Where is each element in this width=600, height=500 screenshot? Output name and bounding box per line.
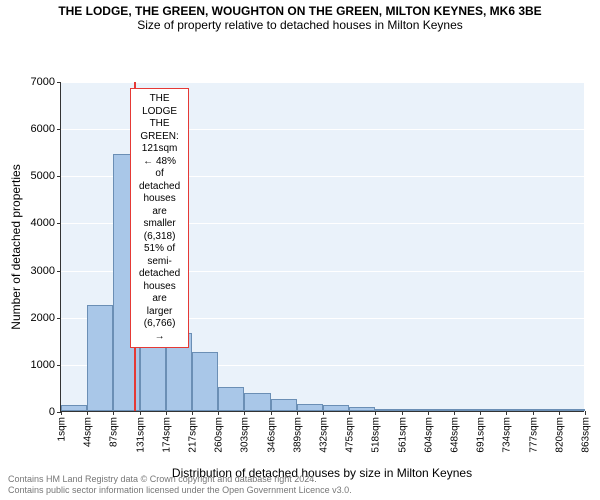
histogram-bar <box>559 409 585 411</box>
x-tick-label: 303sqm <box>238 417 251 453</box>
x-tick-label: 604sqm <box>421 417 434 453</box>
footer-line: Contains HM Land Registry data © Crown c… <box>8 474 352 485</box>
y-tick-label: 4000 <box>31 217 61 229</box>
x-tick-mark <box>454 411 455 415</box>
x-tick-mark <box>271 411 272 415</box>
x-tick-label: 734sqm <box>500 417 513 453</box>
y-tick-label: 5000 <box>31 170 61 182</box>
y-tick-label: 6000 <box>31 123 61 135</box>
x-tick-mark <box>244 411 245 415</box>
callout-line: ← 48% of detached houses are smaller (6,… <box>139 156 180 244</box>
y-tick-label: 7000 <box>31 76 61 88</box>
x-tick-label: 174sqm <box>159 417 172 453</box>
x-tick-mark <box>192 411 193 415</box>
x-tick-label: 131sqm <box>133 417 146 453</box>
x-tick-label: 691sqm <box>474 417 487 453</box>
x-tick-mark <box>349 411 350 415</box>
x-tick-label: 346sqm <box>264 417 277 453</box>
x-tick-label: 87sqm <box>107 417 120 447</box>
histogram-bar <box>61 405 87 411</box>
histogram-bar <box>218 387 244 411</box>
x-tick-label: 518sqm <box>369 417 382 453</box>
x-tick-label: 777sqm <box>526 417 539 453</box>
x-tick-label: 561sqm <box>395 417 408 453</box>
x-tick-label: 44sqm <box>81 417 94 447</box>
histogram-bar <box>428 409 454 411</box>
histogram-bar <box>297 404 323 411</box>
x-tick-mark <box>402 411 403 415</box>
histogram-bar <box>323 405 349 411</box>
x-tick-mark <box>113 411 114 415</box>
x-tick-mark <box>480 411 481 415</box>
histogram-bar <box>480 409 506 411</box>
histogram-bar <box>402 409 428 411</box>
x-tick-mark <box>585 411 586 415</box>
y-tick-label: 3000 <box>31 265 61 277</box>
footer-line: Contains public sector information licen… <box>8 485 352 496</box>
x-tick-label: 475sqm <box>343 417 356 453</box>
x-tick-mark <box>375 411 376 415</box>
y-axis-label: Number of detached properties <box>9 164 23 329</box>
x-tick-label: 863sqm <box>579 417 592 453</box>
gridline <box>61 82 584 83</box>
histogram-bar <box>87 305 113 411</box>
histogram-bar <box>244 393 270 411</box>
x-tick-mark <box>506 411 507 415</box>
histogram-bar <box>375 409 401 411</box>
x-tick-mark <box>87 411 88 415</box>
histogram-bar <box>454 409 480 411</box>
callout-line: 51% of semi-detached houses are larger (… <box>139 243 180 343</box>
x-tick-mark <box>166 411 167 415</box>
x-tick-mark <box>428 411 429 415</box>
histogram-bar <box>192 352 218 411</box>
histogram-bar <box>506 409 532 411</box>
x-tick-mark <box>297 411 298 415</box>
x-tick-mark <box>533 411 534 415</box>
x-tick-mark <box>218 411 219 415</box>
chart-subtitle: Size of property relative to detached ho… <box>0 18 600 36</box>
x-tick-label: 432sqm <box>317 417 330 453</box>
callout-line: THE LODGE THE GREEN: 121sqm <box>139 93 180 156</box>
x-tick-mark <box>61 411 62 415</box>
x-tick-mark <box>559 411 560 415</box>
x-tick-label: 260sqm <box>212 417 225 453</box>
footer-attribution: Contains HM Land Registry data © Crown c… <box>8 474 352 496</box>
histogram-bar <box>349 407 375 411</box>
x-tick-label: 217sqm <box>186 417 199 453</box>
x-tick-label: 648sqm <box>448 417 461 453</box>
histogram-bar <box>271 399 297 411</box>
x-tick-mark <box>323 411 324 415</box>
x-tick-label: 820sqm <box>552 417 565 453</box>
x-tick-mark <box>140 411 141 415</box>
chart-title: THE LODGE, THE GREEN, WOUGHTON ON THE GR… <box>0 0 600 18</box>
x-tick-label: 389sqm <box>290 417 303 453</box>
histogram-bar <box>533 409 559 411</box>
x-tick-label: 1sqm <box>55 417 68 441</box>
y-tick-label: 1000 <box>31 359 61 371</box>
callout-box: THE LODGE THE GREEN: 121sqm← 48% of deta… <box>130 88 189 348</box>
y-tick-label: 2000 <box>31 312 61 324</box>
